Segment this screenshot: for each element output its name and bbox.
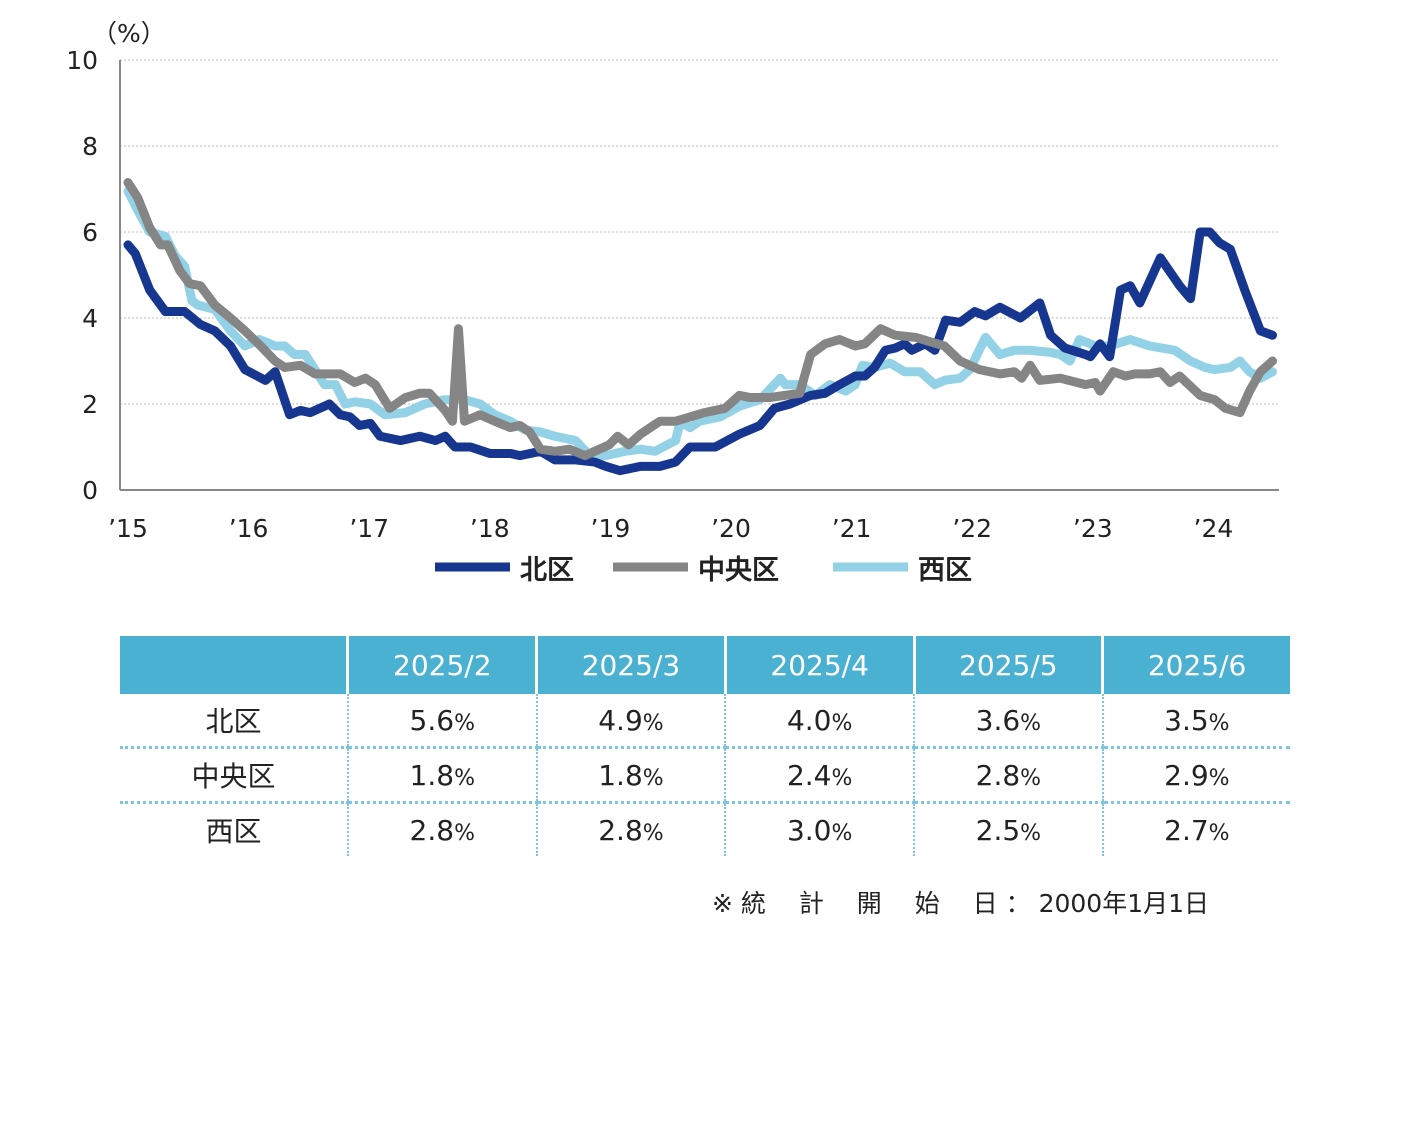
header-cell: 2025/2	[346, 636, 537, 694]
series-line-1	[123, 227, 1277, 476]
footnote: ※ 統 計 開 始 日 ： 2000年1月1日	[712, 889, 1210, 918]
unit-label: %	[831, 820, 853, 846]
row-label: 北区	[120, 694, 348, 749]
unit-label: %	[642, 765, 664, 791]
x-tick-label: ’21	[832, 514, 872, 543]
unit-label: %	[831, 765, 853, 791]
x-tick-label: ’17	[349, 514, 389, 543]
row-label: 西区	[205, 815, 262, 848]
table-cell: 2.5%	[913, 802, 1103, 856]
x-tick-label: ’18	[470, 514, 510, 543]
table-cell: 2.9%	[1101, 747, 1290, 804]
legend-label: 西区	[918, 555, 972, 586]
table-cell: 1.8%	[346, 747, 537, 804]
header-cell: 2025/3	[535, 636, 726, 694]
unit-label: %	[642, 820, 664, 846]
table-cell: 1.8%	[535, 747, 726, 804]
table-row: 西区 2.8% 2.8% 3.0% 2.5% 2.7%	[120, 802, 1290, 856]
legend-label: 中央区	[698, 555, 779, 586]
y-tick-label: 0	[82, 476, 98, 505]
unit-label: %	[1208, 820, 1230, 846]
x-tick-label: ’15	[108, 514, 148, 543]
table-row: 中央区 1.8% 1.8% 2.4% 2.8% 2.9%	[120, 747, 1290, 804]
unit-label: %	[454, 765, 475, 791]
table-cell: 2.4%	[724, 747, 915, 804]
table-cell: 4.9%	[535, 694, 726, 749]
unit-label: %	[1208, 765, 1230, 791]
x-tick-label: ’19	[591, 514, 631, 543]
line-chart: 0 2 4 6 8 10（%） ’15 ’16 ’17 ’18 ’19 ’20 ’21 ’22 ’23 ’24…	[66, 19, 1279, 586]
unit-label: %	[454, 820, 475, 846]
table-header-row: 2025/2 2025/3 2025/4 2025/5 2025/6	[120, 636, 1290, 694]
table-cell: 3.5%	[1101, 694, 1290, 749]
header-cell: 2025/6	[1101, 636, 1290, 694]
table-cell: 3.6%	[913, 694, 1103, 749]
unit-label: %	[1020, 765, 1042, 791]
y-tick-label: 8	[82, 132, 98, 161]
table-cell: 2.8%	[535, 802, 726, 856]
unit-label: %	[1020, 710, 1042, 736]
y-tick-label: 6	[82, 218, 98, 247]
header-cell: 2025/5	[912, 636, 1103, 694]
unit-label: %	[1208, 710, 1230, 736]
data-table: 2025/2 2025/3 2025/4 2025/5 2025/6 北区 5.6…	[120, 636, 1290, 856]
y-tick-label: 10	[66, 46, 98, 75]
y-tick-label: 2	[82, 390, 98, 419]
unit-label: %	[454, 710, 475, 736]
x-tick-label: ’20	[711, 514, 751, 543]
legend-label: 北区	[520, 555, 574, 586]
x-tick-label: ’23	[1073, 514, 1113, 543]
table-cell: 5.6%	[346, 694, 537, 749]
header-cell: 2025/4	[723, 636, 915, 694]
series-line-2	[123, 178, 1277, 461]
row-label: 中央区	[120, 747, 348, 804]
table-cell: 4.0%	[724, 694, 915, 749]
table-row: 北区 5.6% 4.9% 4.0% 3.6% 3.5%	[120, 694, 1290, 749]
y-unit-label: （%）	[92, 19, 166, 48]
x-tick-label: ’16	[229, 514, 269, 543]
unit-label: %	[1020, 820, 1042, 846]
unit-label: %	[831, 710, 853, 736]
unit-label: %	[642, 710, 664, 736]
table-cell: 2.8%	[346, 802, 537, 856]
x-tick-label: ’24	[1194, 514, 1234, 543]
table-cell: 2.7%	[1101, 802, 1290, 856]
y-tick-label: 4	[82, 304, 98, 333]
table-cell: 2.8%	[913, 747, 1103, 804]
table-cell: 3.0%	[724, 802, 915, 856]
header-cell	[120, 636, 348, 694]
x-tick-label: ’22	[952, 514, 992, 543]
